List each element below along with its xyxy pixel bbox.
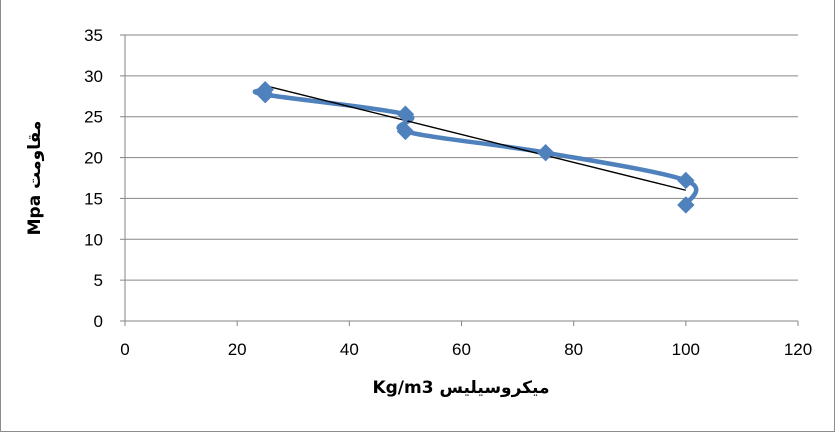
gridlines xyxy=(125,35,798,280)
x-tick-label: 120 xyxy=(784,340,812,359)
linear-trendline xyxy=(265,86,686,191)
x-tick-label: 100 xyxy=(672,340,700,359)
y-axis-title: مقاومت Mpa xyxy=(25,121,45,236)
x-tick-label: 60 xyxy=(452,340,471,359)
y-tick-labels: 0 5 10 15 20 25 30 35 xyxy=(84,26,103,331)
x-tick-label: 20 xyxy=(228,340,247,359)
x-tick-label: 0 xyxy=(120,340,129,359)
y-tick-label: 25 xyxy=(84,108,103,127)
data-point-marker xyxy=(678,172,694,188)
axes xyxy=(120,35,798,326)
data-point-marker xyxy=(538,145,554,161)
data-series xyxy=(255,90,696,205)
y-tick-label: 5 xyxy=(94,271,103,290)
trendline-group xyxy=(265,86,686,191)
y-tick-label: 20 xyxy=(84,149,103,168)
y-tick-label: 10 xyxy=(84,230,103,249)
x-tick-labels: 0 20 40 60 80 100 120 xyxy=(120,340,812,359)
x-tick-label: 80 xyxy=(564,340,583,359)
y-tick-label: 30 xyxy=(84,67,103,86)
y-tick-label: 35 xyxy=(84,26,103,45)
y-tick-label: 0 xyxy=(94,312,103,331)
series-line xyxy=(255,90,696,205)
x-axis-title: میکروسیلیس Kg/m3 xyxy=(372,378,549,398)
x-tick-label: 40 xyxy=(340,340,359,359)
y-tick-label: 15 xyxy=(84,189,103,208)
